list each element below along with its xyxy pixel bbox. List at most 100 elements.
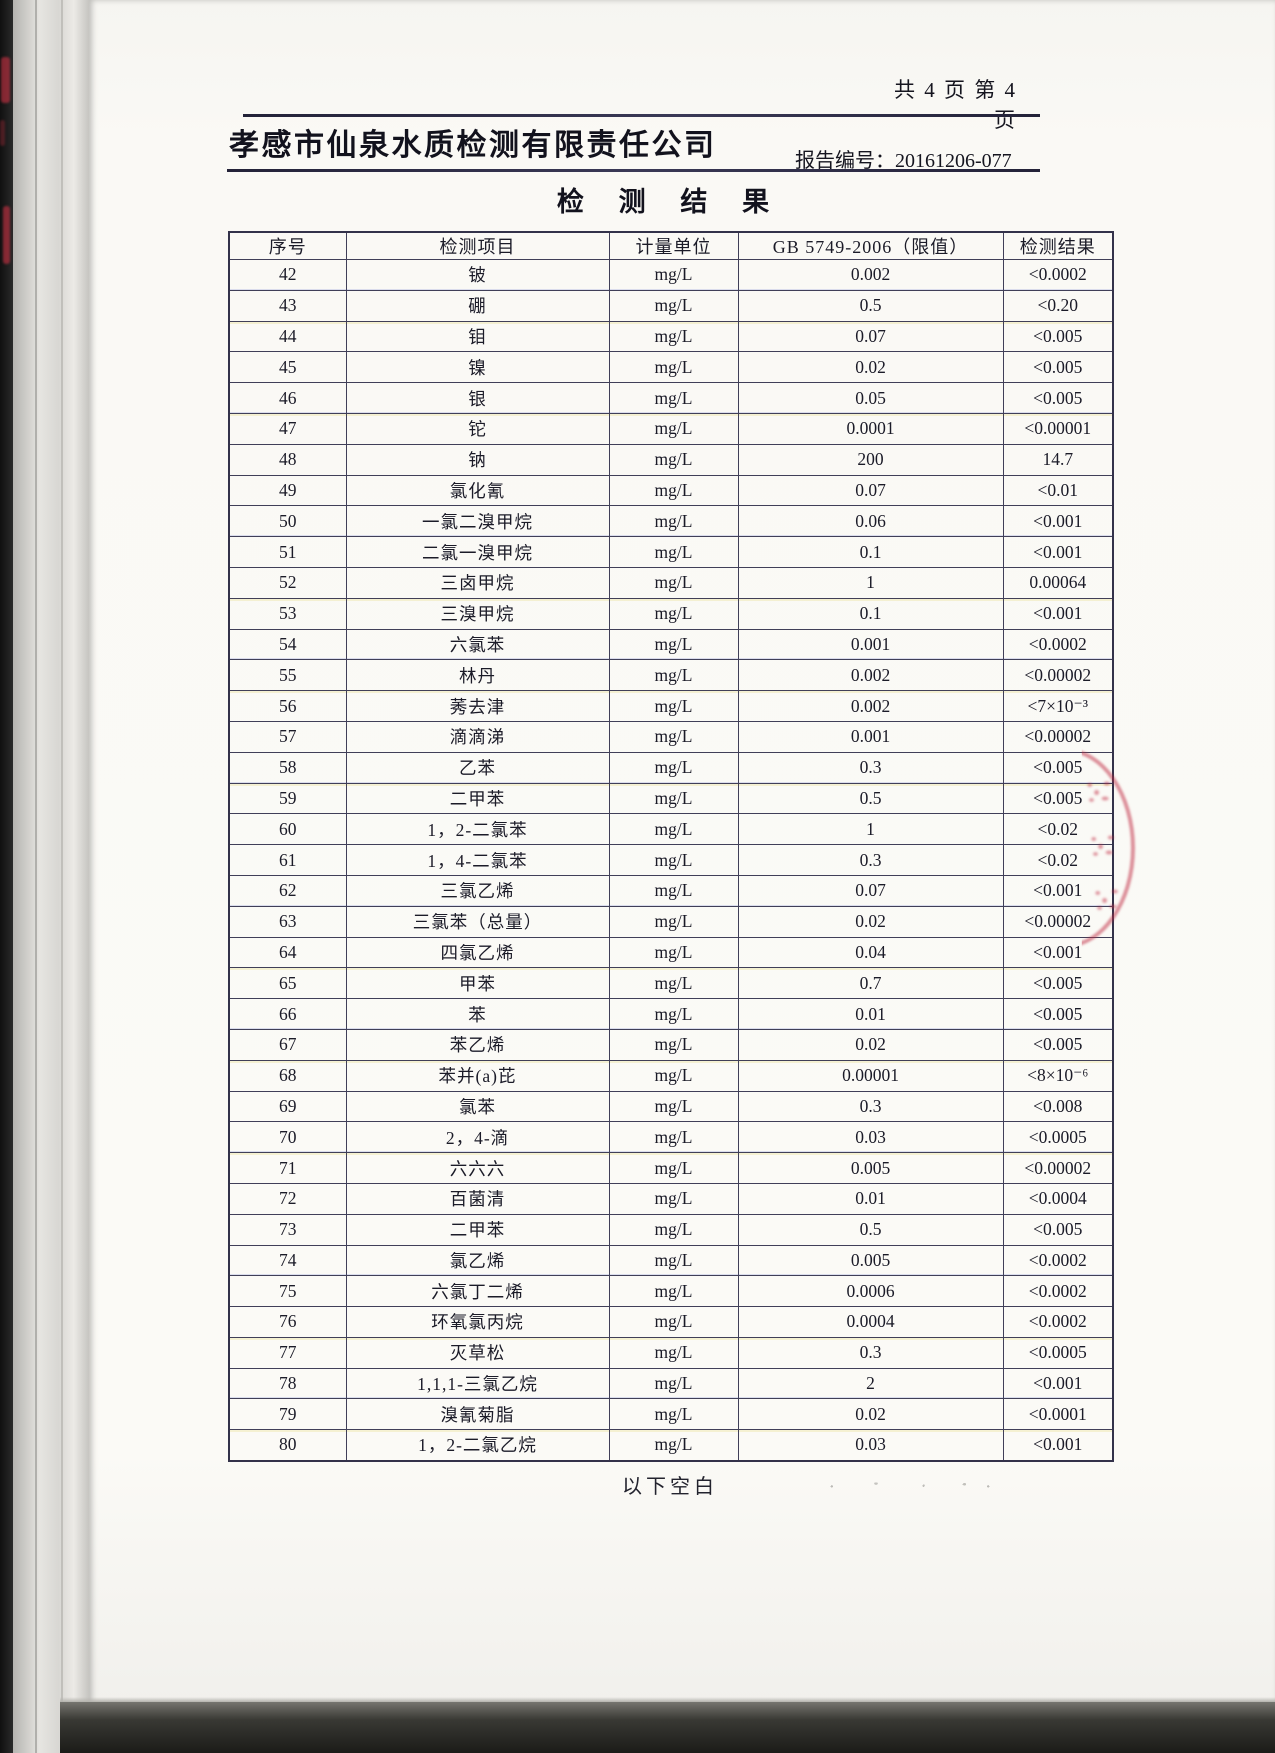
red-edge-mark	[3, 206, 10, 264]
cell-item: 氯苯	[345, 1090, 610, 1123]
cell-seq: 48	[228, 443, 347, 476]
table-row: 56 莠去津 mg/L 0.002 <7×10⁻³	[228, 690, 1114, 722]
table-row: 67 苯乙烯 mg/L 0.02 <0.005	[228, 1028, 1114, 1061]
header-row: 序号 检测项目 计量单位 GB 5749-2006（限值） 检测结果	[228, 231, 1114, 260]
cell-unit: mg/L	[608, 320, 739, 353]
cell-seq: 74	[228, 1244, 347, 1277]
cell-item: 三氯苯（总量）	[345, 905, 610, 938]
header-rule-top	[243, 114, 1040, 117]
cell-item: 三氯乙烯	[345, 874, 610, 907]
cell-limit: 0.01	[737, 998, 1004, 1030]
cell-unit: mg/L	[608, 597, 739, 630]
results-table: 序号 检测项目 计量单位 GB 5749-2006（限值） 检测结果 42 铍 …	[228, 231, 1114, 1462]
table-row: 78 1,1,1-三氯乙烷 mg/L 2 <0.001	[228, 1367, 1114, 1400]
cell-seq: 63	[228, 905, 347, 938]
cell-result: <8×10⁻⁶	[1002, 1059, 1114, 1092]
table-row: 63 三氯苯（总量） mg/L 0.02 <0.00002	[228, 905, 1114, 938]
cell-result: <0.001	[1002, 874, 1114, 907]
cell-seq: 45	[228, 351, 347, 384]
table-row: 57 滴滴涕 mg/L 0.001 <0.00002	[228, 720, 1114, 753]
faint-pencil-marks	[825, 1478, 995, 1492]
cell-result: <0.00002	[1002, 905, 1114, 938]
cell-limit: 0.005	[737, 1152, 1004, 1184]
cell-item: 钼	[345, 320, 610, 353]
cell-item: 苯并(a)芘	[345, 1059, 610, 1092]
cell-result: <0.0002	[1002, 628, 1114, 661]
cell-seq: 76	[228, 1306, 347, 1338]
table-row: 52 三卤甲烷 mg/L 1 0.00064	[228, 566, 1114, 599]
cell-item: 甲苯	[345, 967, 610, 1000]
cell-seq: 54	[228, 628, 347, 661]
report-number-value: 20161206-077	[895, 150, 1012, 172]
table-row: 77 灭草松 mg/L 0.3 <0.0005	[228, 1336, 1114, 1369]
cell-result: <0.005	[1002, 782, 1114, 815]
cell-unit: mg/L	[608, 1121, 739, 1154]
cell-limit: 0.0006	[737, 1275, 1004, 1308]
cell-unit: mg/L	[608, 505, 739, 538]
cell-result: <0.0005	[1002, 1336, 1114, 1369]
cell-item: 2，4-滴	[345, 1121, 610, 1154]
cell-seq: 50	[228, 505, 347, 538]
cell-result: <0.001	[1002, 597, 1114, 630]
company-name: 孝感市仙泉水质检测有限责任公司	[229, 129, 717, 162]
cell-item: 1，4-二氯苯	[345, 844, 610, 876]
cell-limit: 0.04	[737, 936, 1004, 969]
cell-seq: 51	[228, 536, 347, 568]
cell-seq: 47	[228, 412, 347, 445]
cell-limit: 0.002	[737, 690, 1004, 722]
cell-unit: mg/L	[608, 1398, 739, 1431]
cell-limit: 1	[737, 566, 1004, 599]
cell-seq: 56	[228, 690, 347, 722]
cell-unit: mg/L	[608, 1336, 739, 1369]
cell-item: 铊	[345, 412, 610, 445]
cell-result: <0.005	[1002, 351, 1114, 384]
cell-limit: 0.07	[737, 320, 1004, 353]
cell-seq: 69	[228, 1090, 347, 1123]
cell-result: <0.00002	[1002, 720, 1114, 753]
cell-limit: 0.1	[737, 536, 1004, 568]
cell-seq: 75	[228, 1275, 347, 1308]
cell-seq: 61	[228, 844, 347, 876]
cell-seq: 78	[228, 1367, 347, 1400]
table-row: 48 钠 mg/L 200 14.7	[228, 443, 1114, 476]
cell-result: <0.02	[1002, 813, 1114, 846]
red-edge-mark	[0, 120, 5, 146]
table-row: 75 六氯丁二烯 mg/L 0.0006 <0.0002	[228, 1275, 1114, 1308]
cell-unit: mg/L	[608, 1275, 739, 1308]
cell-result: <0.005	[1002, 967, 1114, 1000]
red-edge-mark	[1, 57, 10, 103]
cell-limit: 0.06	[737, 505, 1004, 538]
cell-limit: 0.002	[737, 659, 1004, 692]
cell-item: 银	[345, 382, 610, 414]
cell-seq: 72	[228, 1182, 347, 1215]
cell-result: <0.005	[1002, 382, 1114, 414]
cell-unit: mg/L	[608, 628, 739, 661]
cell-limit: 0.02	[737, 351, 1004, 384]
cell-item: 滴滴涕	[345, 720, 610, 753]
cell-limit: 0.03	[737, 1121, 1004, 1154]
cell-seq: 53	[228, 597, 347, 630]
col-header-unit: 计量单位	[608, 231, 739, 260]
cell-item: 莠去津	[345, 690, 610, 722]
cell-limit: 0.005	[737, 1244, 1004, 1277]
cell-item: 氯乙烯	[345, 1244, 610, 1277]
table-row: 46 银 mg/L 0.05 <0.005	[228, 382, 1114, 414]
cell-limit: 0.07	[737, 874, 1004, 907]
page-curl-shadow	[13, 0, 89, 1753]
cell-limit: 0.5	[737, 1213, 1004, 1246]
cell-result: <0.01	[1002, 474, 1114, 507]
cell-limit: 0.0001	[737, 412, 1004, 445]
cell-unit: mg/L	[608, 1152, 739, 1184]
table-row: 60 1，2-二氯苯 mg/L 1 <0.02	[228, 813, 1114, 846]
cell-seq: 66	[228, 998, 347, 1030]
cell-limit: 0.7	[737, 967, 1004, 1000]
page-title: 检 测 结 果	[556, 187, 784, 217]
cell-limit: 0.02	[737, 1398, 1004, 1431]
cell-item: 苯	[345, 998, 610, 1030]
cell-item: 乙苯	[345, 751, 610, 784]
cell-unit: mg/L	[608, 751, 739, 784]
cell-result: <0.001	[1002, 936, 1114, 969]
cell-result: <0.001	[1002, 1367, 1114, 1400]
report-number-label: 报告编号：	[795, 150, 895, 172]
table-row: 66 苯 mg/L 0.01 <0.005	[228, 998, 1114, 1030]
